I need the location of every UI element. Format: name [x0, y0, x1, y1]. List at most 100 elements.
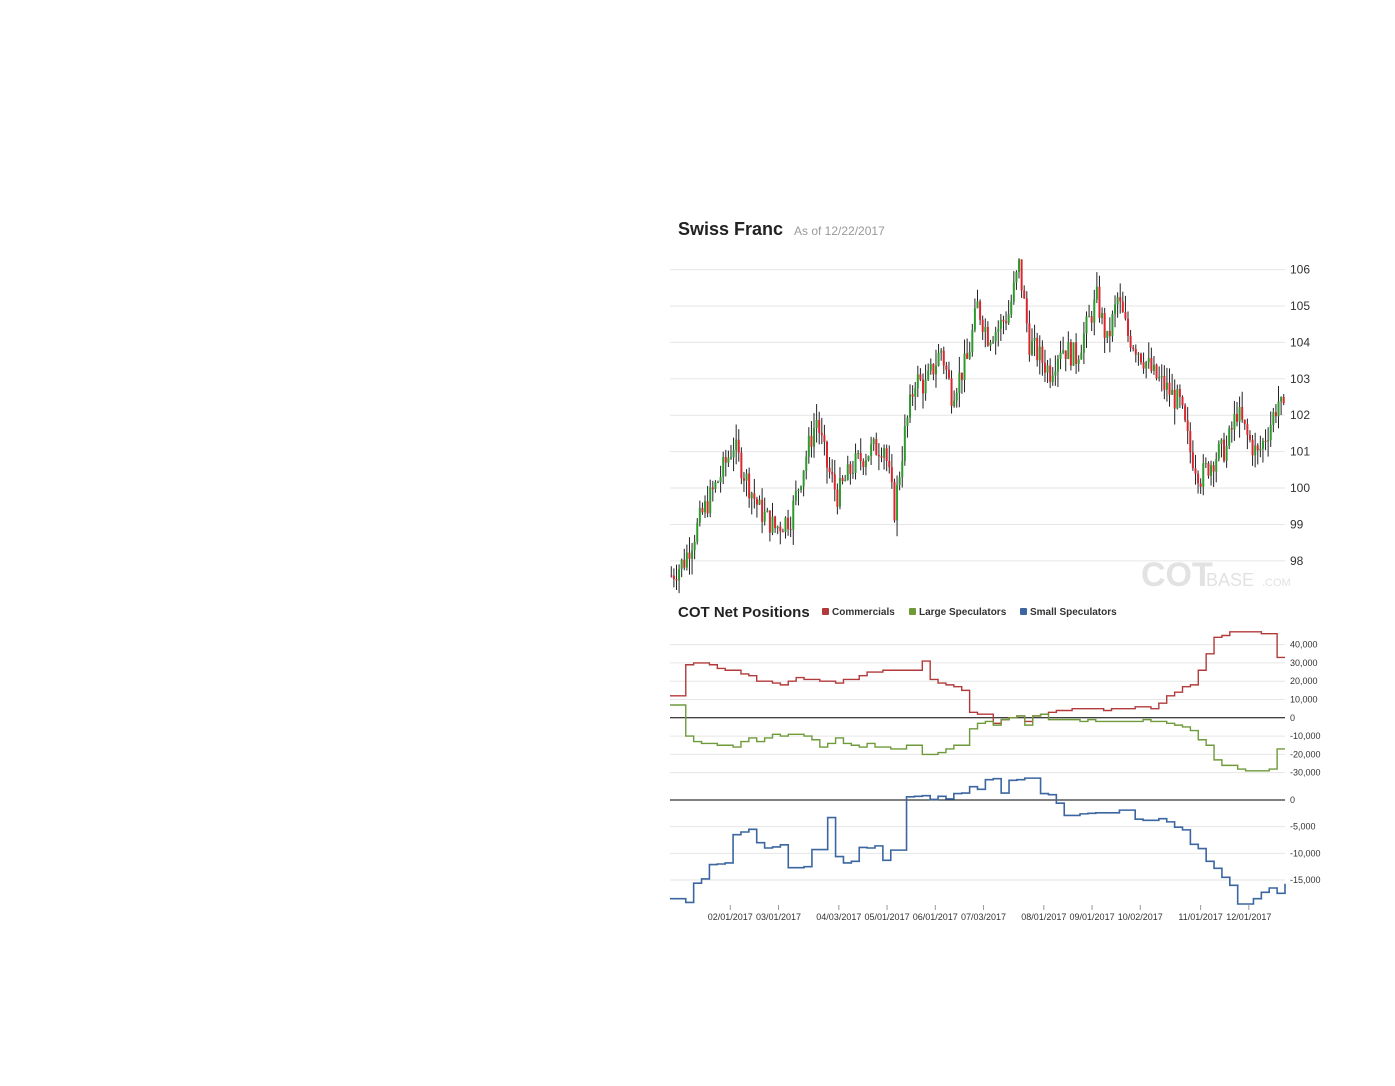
candle-body	[1038, 346, 1041, 361]
candle-body	[1264, 440, 1267, 442]
candle-body	[1119, 297, 1122, 302]
candle-body	[846, 464, 849, 481]
candle-body	[701, 507, 704, 513]
cot-panel-title: COT Net Positions	[678, 604, 810, 621]
candle-body	[1158, 377, 1161, 379]
x-tick-label: 06/01/2017	[913, 912, 958, 922]
candle-body	[906, 417, 909, 427]
candle-body	[722, 457, 725, 477]
candle-body	[748, 473, 751, 499]
x-tick-label: 12/01/2017	[1226, 912, 1271, 922]
candle-body	[1254, 445, 1257, 456]
candle-body	[1280, 396, 1283, 402]
candle-body	[1101, 312, 1104, 318]
candle-body	[1049, 365, 1052, 382]
candle-body	[672, 575, 675, 580]
legend-label-small-speculators: Small Speculators	[1030, 607, 1117, 618]
candle-body	[781, 531, 784, 533]
candle-body	[841, 477, 844, 482]
candle-body	[867, 455, 870, 461]
candle-body	[844, 480, 847, 482]
price-y-axis: 98 99 100 101 102 103 104 105 106	[1290, 263, 1310, 568]
candle-body	[787, 517, 790, 529]
candle-body	[750, 493, 753, 499]
candle-body	[1085, 316, 1088, 334]
candle-body	[818, 419, 821, 433]
candle-body	[937, 352, 940, 366]
candle-body	[1212, 465, 1215, 472]
cot-y-tick: 20,000	[1290, 676, 1318, 686]
cot-y-tick: -20,000	[1290, 749, 1321, 759]
candlestick-series	[670, 258, 1285, 594]
candle-body	[984, 326, 987, 332]
candle-body	[971, 329, 974, 352]
candle-body	[800, 486, 803, 490]
candle-body	[945, 365, 948, 370]
candle-body	[1181, 397, 1184, 406]
candle-body	[807, 435, 810, 457]
candle-body	[968, 351, 971, 359]
candle-body	[1098, 286, 1101, 318]
small-y-tick: -5,000	[1290, 822, 1316, 832]
candle-body	[1015, 271, 1018, 283]
candle-body	[857, 452, 860, 454]
candle-body	[825, 441, 828, 468]
candle-body	[763, 511, 766, 522]
candle-body	[880, 456, 883, 458]
x-tick-label: 08/01/2017	[1021, 912, 1066, 922]
candle-body	[1012, 282, 1015, 302]
candle-body	[1197, 473, 1200, 484]
candle-body	[1168, 382, 1171, 395]
candle-body	[838, 477, 841, 507]
candle-body	[1030, 340, 1033, 355]
small-y-tick: -10,000	[1290, 848, 1321, 858]
price-y-tick: 99	[1290, 517, 1304, 531]
x-tick-label: 10/02/2017	[1118, 912, 1163, 922]
series-line-large-speculators	[670, 704, 1285, 772]
small-y-tick: -15,000	[1290, 875, 1321, 885]
candle-body	[849, 464, 852, 474]
cot-y-tick: 10,000	[1290, 695, 1318, 705]
candle-body	[914, 388, 917, 397]
candle-body	[919, 374, 922, 380]
candle-body	[768, 510, 771, 533]
price-y-tick: 103	[1290, 372, 1310, 386]
candle-body	[680, 559, 683, 569]
candle-body	[960, 372, 963, 381]
candle-body	[776, 526, 779, 529]
candle-body	[890, 467, 893, 483]
cot-grid	[670, 644, 1285, 774]
candle-body	[1059, 352, 1062, 359]
candle-body	[836, 489, 839, 507]
legend-label-commercials: Commercials	[832, 607, 895, 618]
candle-body	[1173, 389, 1176, 409]
candle-body	[704, 501, 707, 513]
candle-body	[724, 457, 727, 463]
candle-body	[901, 461, 904, 478]
candle-body	[685, 552, 688, 568]
candle-body	[1233, 413, 1236, 430]
candle-body	[1163, 375, 1166, 390]
candle-body	[1230, 428, 1233, 430]
candle-body	[989, 342, 992, 346]
candle-body	[999, 319, 1002, 329]
legend-swatch-large-speculators	[909, 608, 916, 615]
candle-body	[1051, 375, 1054, 382]
candle-body	[709, 487, 712, 514]
candle-body	[893, 482, 896, 521]
candle-body	[877, 455, 880, 457]
candle-body	[1269, 424, 1272, 441]
legend-swatch-small-speculators	[1020, 608, 1027, 615]
small-spec-series	[670, 777, 1286, 905]
candle-body	[883, 448, 886, 458]
candle-body	[737, 439, 740, 453]
candle-body	[1082, 333, 1085, 353]
candle-body	[1204, 463, 1207, 465]
candle-body	[774, 516, 777, 529]
series-line-small-speculators	[670, 777, 1286, 905]
cot-legend: Commercials Large Speculators Small Spec…	[822, 607, 1117, 618]
candle-body	[1062, 350, 1065, 353]
candle-body	[1043, 362, 1046, 373]
candle-body	[1108, 330, 1111, 337]
candle-body	[1217, 443, 1220, 459]
